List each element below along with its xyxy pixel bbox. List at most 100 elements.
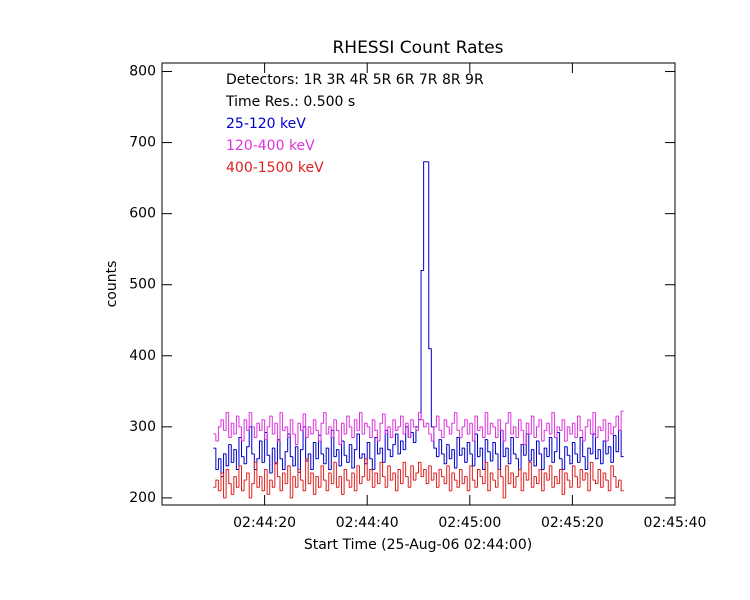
step-segment xyxy=(594,433,599,460)
step-segment xyxy=(492,423,496,428)
step-segment xyxy=(307,458,311,485)
step-segment xyxy=(453,449,457,469)
step-segment xyxy=(217,426,221,442)
step-segment xyxy=(423,161,427,271)
step-segment xyxy=(310,426,314,435)
step-segment xyxy=(528,433,532,462)
step-segment xyxy=(574,442,578,455)
step-segment xyxy=(494,426,499,438)
step-segment xyxy=(366,458,370,481)
step-segment xyxy=(264,419,268,441)
step-segment xyxy=(518,419,522,438)
step-segment xyxy=(471,423,475,442)
step-segment xyxy=(446,444,450,464)
step-segment xyxy=(489,451,493,462)
step-segment xyxy=(476,468,481,488)
step-segment xyxy=(376,430,381,442)
step-segment xyxy=(420,412,424,421)
step-segment xyxy=(356,465,360,491)
step-segment xyxy=(248,412,252,431)
step-segment xyxy=(479,469,483,478)
step-segment xyxy=(533,449,537,467)
step-segment xyxy=(482,476,486,485)
step-segment xyxy=(543,472,547,491)
step-segment xyxy=(415,426,419,431)
step-segment xyxy=(341,476,345,495)
step-segment xyxy=(359,412,363,431)
step-segment xyxy=(420,269,424,420)
step-segment xyxy=(469,442,473,455)
step-segment xyxy=(448,444,452,460)
step-segment xyxy=(412,432,416,443)
y-tick-label: 600 xyxy=(129,206,156,222)
step-segment xyxy=(559,468,563,484)
step-segment xyxy=(279,439,283,460)
step-segment xyxy=(276,462,280,478)
step-segment xyxy=(338,430,342,446)
step-segment xyxy=(289,419,293,438)
step-segment xyxy=(546,422,550,431)
step-segment xyxy=(220,419,224,427)
step-segment xyxy=(618,479,622,488)
step-segment xyxy=(323,453,327,465)
step-segment xyxy=(469,465,473,491)
step-segment xyxy=(315,476,319,495)
step-segment xyxy=(425,422,429,427)
step-segment xyxy=(494,442,499,455)
step-segment xyxy=(474,480,478,488)
step-segment xyxy=(423,468,427,477)
step-segment xyxy=(312,419,316,434)
step-segment xyxy=(497,468,501,488)
step-segment xyxy=(610,465,614,491)
step-segment xyxy=(556,476,560,485)
step-segment xyxy=(292,476,296,498)
step-segment xyxy=(512,426,516,434)
step-segment xyxy=(297,422,301,445)
step-segment xyxy=(330,473,334,485)
step-segment xyxy=(548,465,552,481)
step-segment xyxy=(443,453,447,465)
step-segment xyxy=(530,462,534,488)
step-segment xyxy=(353,473,357,492)
step-segment xyxy=(289,465,293,499)
step-segment xyxy=(310,453,314,470)
step-segment xyxy=(351,472,355,488)
step-segment xyxy=(246,472,250,481)
step-segment xyxy=(384,476,388,488)
step-segment xyxy=(325,480,329,492)
step-segment xyxy=(492,441,496,461)
step-segment xyxy=(287,465,291,484)
step-segment xyxy=(553,476,558,488)
step-segment xyxy=(412,465,416,481)
step-segment xyxy=(589,448,593,455)
step-segment xyxy=(551,412,555,434)
step-segment xyxy=(456,480,460,488)
chart-title: RHESSI Count Rates xyxy=(332,38,503,58)
step-segment xyxy=(243,419,247,442)
step-segment xyxy=(248,473,252,499)
step-segment xyxy=(564,446,568,470)
step-segment xyxy=(217,480,221,492)
step-segment xyxy=(266,426,270,440)
step-segment xyxy=(235,415,239,434)
step-segment xyxy=(612,426,617,434)
step-segment xyxy=(507,448,511,465)
step-segment xyxy=(402,416,406,435)
x-tick-label: 02:45:20 xyxy=(541,515,604,531)
step-segment xyxy=(387,430,391,451)
step-segment xyxy=(420,462,424,478)
step-segment xyxy=(459,468,463,488)
step-segment xyxy=(241,426,245,442)
step-segment xyxy=(366,441,370,464)
step-segment xyxy=(487,412,491,435)
step-segment xyxy=(233,423,237,435)
step-segment xyxy=(502,430,506,442)
step-segment xyxy=(528,423,532,435)
step-segment xyxy=(225,468,229,498)
step-segment xyxy=(430,433,434,442)
step-segment xyxy=(297,468,301,488)
step-segment xyxy=(302,413,306,431)
step-segment xyxy=(600,449,604,465)
step-segment xyxy=(241,437,245,458)
